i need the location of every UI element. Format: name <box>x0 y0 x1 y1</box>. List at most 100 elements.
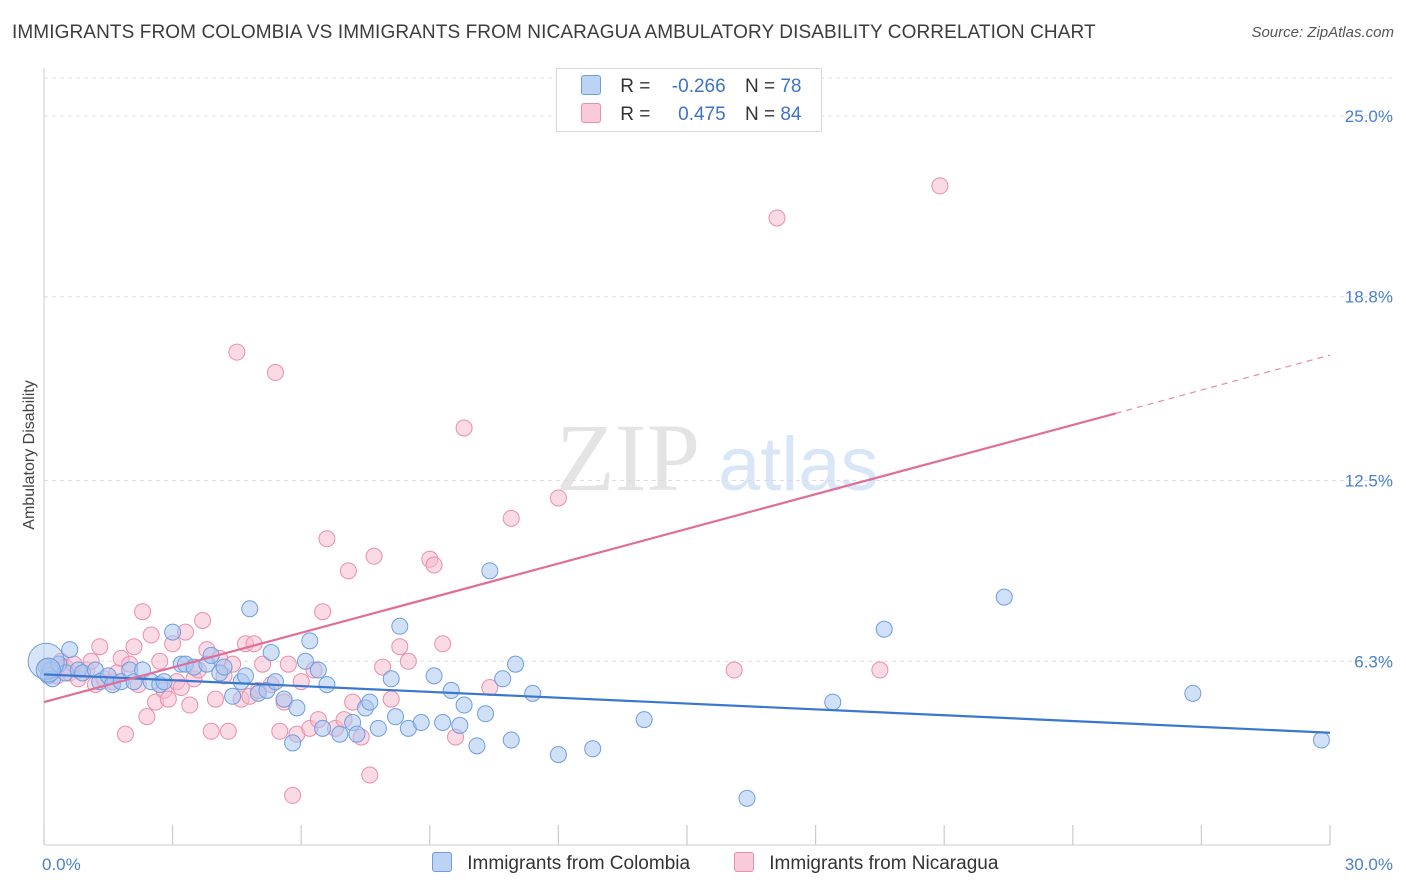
watermark-atlas: atlas <box>718 422 879 507</box>
colombia-point <box>451 716 469 734</box>
colombia-point <box>331 725 349 743</box>
colombia-point <box>275 690 293 708</box>
colombia-point <box>584 740 602 758</box>
axes <box>43 68 1331 846</box>
nicaragua-point <box>271 722 289 740</box>
colombia-points <box>27 562 1330 807</box>
nicaragua-point <box>434 635 452 653</box>
nicaragua-point <box>314 603 332 621</box>
series-swatch-nicaragua <box>734 852 754 872</box>
nicaragua-point <box>254 655 272 673</box>
colombia-point <box>35 657 61 683</box>
nicaragua-point <box>768 209 786 227</box>
colombia-point <box>301 632 319 650</box>
legend-r-value-colombia: -0.266 <box>671 76 726 97</box>
nicaragua-point <box>279 655 297 673</box>
colombia-point <box>387 708 405 726</box>
trend-lines <box>43 354 1331 734</box>
colombia-point <box>995 588 1013 606</box>
colombia-point <box>215 658 233 676</box>
colombia-point <box>549 746 567 764</box>
nicaragua-point <box>206 690 224 708</box>
colombia-point <box>738 789 756 807</box>
y-tick-label: 18.8% <box>1345 288 1393 307</box>
nicaragua-point <box>399 652 417 670</box>
colombia-point <box>164 623 182 641</box>
colombia-point <box>361 693 379 711</box>
nicaragua-point <box>502 509 520 527</box>
legend-row-colombia: R = -0.266 N = 78 <box>581 75 801 99</box>
series-label-nicaragua: Immigrants from Nicaragua <box>769 853 999 874</box>
y-axis-label: Ambulatory Disability <box>21 380 38 529</box>
nicaragua-point <box>219 722 237 740</box>
colombia-point <box>455 696 473 714</box>
nicaragua-point <box>228 343 246 361</box>
legend-r-label-nicaragua: R = <box>620 104 651 125</box>
colombia-point <box>502 731 520 749</box>
nicaragua-point <box>931 177 949 195</box>
colombia-point <box>155 673 173 691</box>
colombia-point <box>391 617 409 635</box>
colombia-point <box>524 684 542 702</box>
nicaragua-point <box>339 562 357 580</box>
colombia-point <box>284 734 302 752</box>
nicaragua-point <box>391 638 409 656</box>
colombia-point <box>468 737 486 755</box>
nicaragua-point <box>455 419 473 437</box>
series-legend-nicaragua[interactable]: Immigrants from Nicaragua <box>734 852 998 875</box>
nicaragua-point <box>266 364 284 382</box>
correlation-legend: R = -0.266 N = 78 R = 0.475 N = 84 <box>556 68 822 132</box>
series-legend: Immigrants from Colombia Immigrants from… <box>0 852 1406 878</box>
nicaragua-point <box>374 658 392 676</box>
nicaragua-point <box>284 786 302 804</box>
nicaragua-point <box>91 638 109 656</box>
nicaragua-point <box>725 661 743 679</box>
nicaragua-point <box>361 766 379 784</box>
legend-r-value-nicaragua: 0.475 <box>678 104 726 125</box>
colombia-point <box>481 562 499 580</box>
nicaragua-point <box>138 708 156 726</box>
nicaragua-trend-line <box>43 412 1116 704</box>
colombia-point <box>412 714 430 732</box>
colombia-point <box>224 687 242 705</box>
series-swatch-colombia <box>432 852 452 872</box>
nicaragua-point <box>125 638 143 656</box>
series-legend-colombia[interactable]: Immigrants from Colombia <box>432 852 690 875</box>
x-tick-labels: 0.0% 30.0% <box>42 855 1393 874</box>
colombia-point <box>875 620 893 638</box>
colombia-point <box>61 641 79 659</box>
colombia-point <box>434 714 452 732</box>
colombia-point <box>382 670 400 688</box>
colombia-point <box>314 719 332 737</box>
legend-n-value-nicaragua: 84 <box>780 104 802 125</box>
nicaragua-point <box>425 556 443 574</box>
y-tick-label: 12.5% <box>1345 471 1393 490</box>
nicaragua-point <box>871 661 889 679</box>
source-label: Source: ZipAtlas.com <box>1251 24 1394 41</box>
series-label-colombia: Immigrants from Colombia <box>467 853 691 874</box>
gridlines <box>44 77 1395 662</box>
colombia-point <box>824 693 842 711</box>
watermark: ZIP atlas <box>556 404 879 511</box>
legend-n-value-colombia: 78 <box>780 76 802 97</box>
nicaragua-point <box>134 603 152 621</box>
nicaragua-point <box>382 690 400 708</box>
nicaragua-point <box>194 611 212 629</box>
legend-swatch-nicaragua <box>581 103 601 123</box>
legend-n-label-nicaragua: N = <box>744 104 776 125</box>
nicaragua-point <box>549 489 567 507</box>
colombia-point <box>318 676 336 694</box>
chart-title: IMMIGRANTS FROM COLOMBIA VS IMMIGRANTS F… <box>12 22 1096 43</box>
nicaragua-point <box>181 696 199 714</box>
colombia-point <box>477 705 495 723</box>
colombia-point <box>494 670 512 688</box>
colombia-point <box>241 600 259 618</box>
nicaragua-point <box>142 626 160 644</box>
colombia-point <box>1312 731 1330 749</box>
nicaragua-point <box>318 530 336 548</box>
y-tick-labels: 6.3% 12.5% 18.8% 25.0% <box>1345 107 1393 671</box>
colombia-point <box>288 699 306 717</box>
colombia-point <box>442 681 460 699</box>
y-tick-label: 6.3% <box>1354 652 1393 671</box>
